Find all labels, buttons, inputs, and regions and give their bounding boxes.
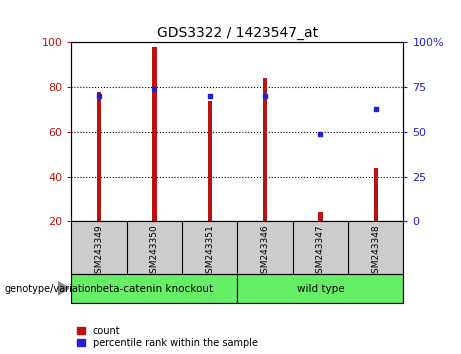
Text: genotype/variation: genotype/variation — [5, 284, 97, 293]
Bar — [97, 92, 101, 221]
Bar — [237, 274, 403, 303]
Text: GSM243349: GSM243349 — [95, 224, 104, 279]
Text: GSM243350: GSM243350 — [150, 224, 159, 279]
Text: GSM243346: GSM243346 — [260, 224, 270, 279]
Bar — [207, 101, 212, 221]
Bar — [152, 47, 157, 221]
Text: wild type: wild type — [296, 284, 344, 293]
Polygon shape — [58, 281, 69, 295]
Point — [151, 86, 158, 92]
Point — [95, 93, 103, 99]
Bar — [263, 78, 267, 221]
Text: beta-catenin knockout: beta-catenin knockout — [96, 284, 213, 293]
Point — [206, 93, 213, 99]
Title: GDS3322 / 1423547_at: GDS3322 / 1423547_at — [157, 26, 318, 40]
Point — [317, 131, 324, 137]
Bar — [373, 168, 378, 221]
Point — [372, 106, 379, 112]
Point — [261, 93, 269, 99]
Bar — [71, 274, 237, 303]
Text: GSM243348: GSM243348 — [371, 224, 380, 279]
Text: GSM243347: GSM243347 — [316, 224, 325, 279]
Text: GSM243351: GSM243351 — [205, 224, 214, 279]
Legend: count, percentile rank within the sample: count, percentile rank within the sample — [77, 325, 259, 349]
Bar — [318, 212, 323, 221]
